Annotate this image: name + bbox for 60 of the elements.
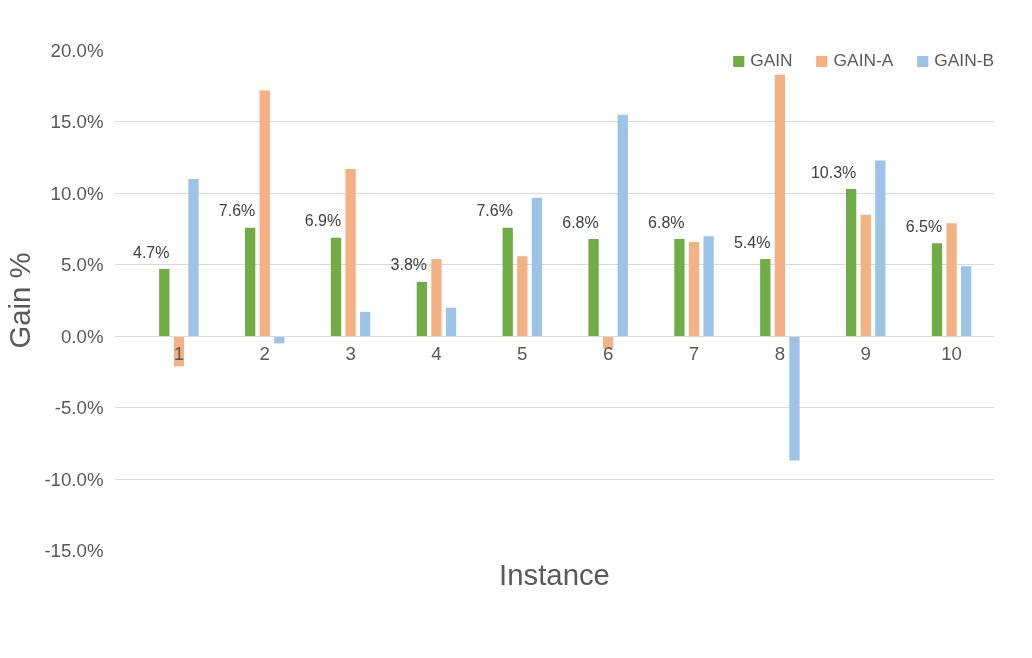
- y-tick-label: 10.0%: [50, 182, 104, 204]
- x-tick-label: 3: [345, 343, 356, 365]
- x-tick-label: 6: [602, 343, 614, 365]
- bar: [188, 179, 199, 337]
- bar: [345, 169, 356, 337]
- bar: [360, 311, 371, 337]
- x-tick-label: 8: [774, 343, 786, 365]
- bar: [330, 237, 342, 337]
- bar: [416, 281, 428, 337]
- data-label: 3.8%: [390, 256, 428, 274]
- bar: [617, 114, 628, 337]
- bar: [875, 160, 886, 337]
- x-tick-label: 7: [688, 343, 700, 365]
- bar: [961, 266, 972, 337]
- data-label: 6.8%: [562, 213, 599, 231]
- y-axis-title: Gain %: [3, 252, 37, 349]
- bar: [789, 336, 800, 461]
- bar: [760, 259, 771, 337]
- x-tick-label: 4: [431, 343, 442, 365]
- bar: [931, 243, 943, 337]
- bar: [445, 307, 457, 337]
- bar: [531, 197, 543, 337]
- data-label: 6.8%: [648, 213, 685, 231]
- data-label: 10.3%: [810, 163, 857, 181]
- bar: [259, 90, 270, 337]
- bar: [674, 239, 685, 337]
- bar: [245, 227, 256, 337]
- bar: [845, 189, 857, 337]
- x-tick-label: 9: [860, 343, 871, 365]
- x-tick-label: 1: [173, 343, 185, 365]
- legend-label: GAIN-A: [833, 50, 894, 71]
- bar: [502, 227, 513, 337]
- bar: [588, 239, 599, 337]
- y-tick-label: -5.0%: [54, 397, 104, 419]
- bar: [688, 241, 700, 337]
- y-tick-label: 0.0%: [60, 325, 104, 347]
- data-label: 4.7%: [132, 243, 170, 261]
- y-tick-label: 15.0%: [50, 111, 104, 133]
- y-tick-label: -10.0%: [44, 468, 104, 490]
- bar: [946, 223, 957, 337]
- x-tick-label: 2: [259, 343, 270, 365]
- y-tick-label: -15.0%: [44, 540, 104, 561]
- x-tick-label: 5: [517, 343, 528, 365]
- x-tick-label: 10: [941, 343, 962, 365]
- legend-label: GAIN: [750, 50, 793, 71]
- x-axis-title: Instance: [499, 557, 610, 591]
- y-tick-label: 5.0%: [60, 254, 104, 276]
- bar: [159, 269, 170, 337]
- bar: [860, 214, 871, 337]
- bar: [774, 74, 786, 337]
- y-tick-label: 20.0%: [50, 40, 104, 61]
- data-label: 5.4%: [733, 233, 771, 251]
- legend-label: GAIN-B: [934, 50, 994, 71]
- bar: [703, 236, 714, 337]
- bar: [431, 259, 442, 337]
- data-label: 6.9%: [304, 212, 342, 230]
- data-label: 6.5%: [905, 217, 943, 235]
- data-label: 7.6%: [218, 202, 256, 220]
- data-label: 7.6%: [476, 202, 513, 220]
- bar: [517, 256, 528, 337]
